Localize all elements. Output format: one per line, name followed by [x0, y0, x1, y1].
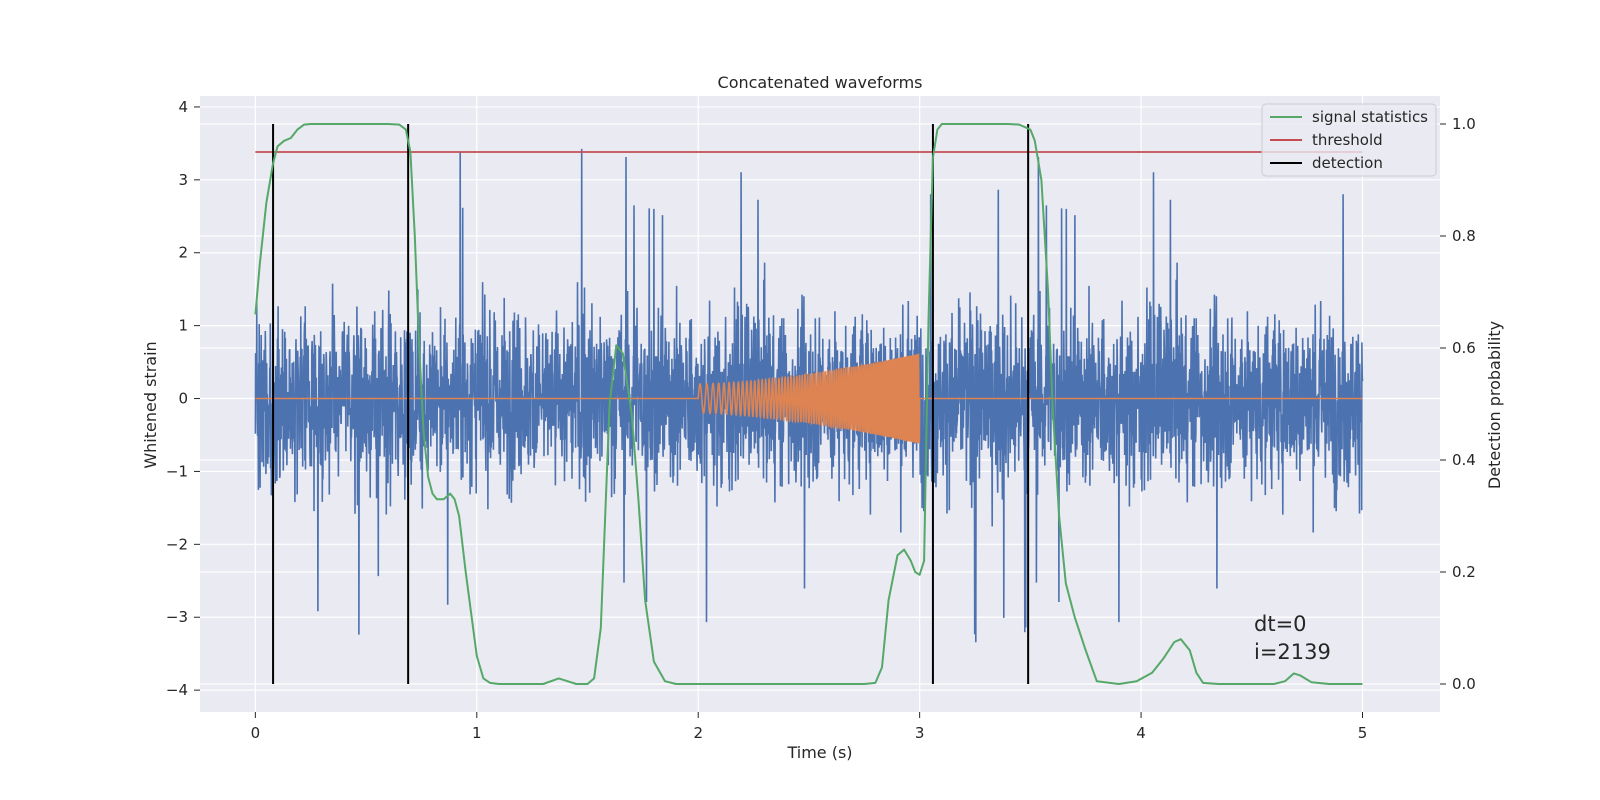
x-tick-label: 1	[472, 724, 482, 742]
y-tick-label: 3	[178, 171, 188, 189]
injected-waveform	[255, 353, 1363, 444]
legend-label-signal-statistics: signal statistics	[1312, 108, 1428, 126]
x-tick-label: 3	[915, 724, 925, 742]
probability-lines	[254, 123, 1363, 685]
noise-line	[254, 148, 1364, 643]
y2-axis-label: Detection probability	[1485, 321, 1504, 489]
x-axis-label: Time (s)	[786, 743, 852, 762]
legend: signal statistics threshold detection	[1261, 103, 1437, 177]
injected-line	[255, 353, 1363, 444]
y-axis-label: Whitened strain	[141, 341, 160, 468]
x-tick-label: 2	[693, 724, 703, 742]
legend-label-detection: detection	[1312, 154, 1383, 172]
y2-tick-label: 0.2	[1452, 563, 1476, 581]
y2-tick-label: 0.0	[1452, 675, 1476, 693]
annotation-dt: dt=0	[1254, 612, 1307, 636]
annotation-i: i=2139	[1254, 640, 1331, 664]
x-tick-label: 0	[251, 724, 261, 742]
y2-tick-label: 0.4	[1452, 451, 1476, 469]
y-tick-label: −3	[166, 608, 188, 626]
legend-box	[1261, 103, 1437, 177]
y2-tick-label: 0.8	[1452, 227, 1476, 245]
chart-title: Concatenated waveforms	[718, 73, 923, 92]
y-tick-label: −2	[166, 535, 188, 553]
y-tick-label: 1	[178, 317, 188, 335]
y-tick-label: −4	[166, 681, 188, 699]
noise-series	[254, 148, 1364, 643]
signal-statistics-line	[254, 123, 1363, 685]
y-tick-label: 4	[178, 98, 188, 116]
axes: 0 1 2 3 4 5 −4 −3 −2 −1 0 1 2 3 4 0.0 0.2 0.4 0.6 0.8 1.0	[166, 98, 1476, 742]
x-tick-label: 4	[1136, 724, 1146, 742]
y2-tick-label: 0.6	[1452, 339, 1476, 357]
y-tick-label: −1	[166, 462, 188, 480]
y2-tick-label: 1.0	[1452, 115, 1476, 133]
y-tick-label: 2	[178, 244, 188, 262]
y-tick-label: 0	[178, 390, 188, 408]
legend-label-threshold: threshold	[1312, 131, 1383, 149]
x-tick-label: 5	[1358, 724, 1368, 742]
